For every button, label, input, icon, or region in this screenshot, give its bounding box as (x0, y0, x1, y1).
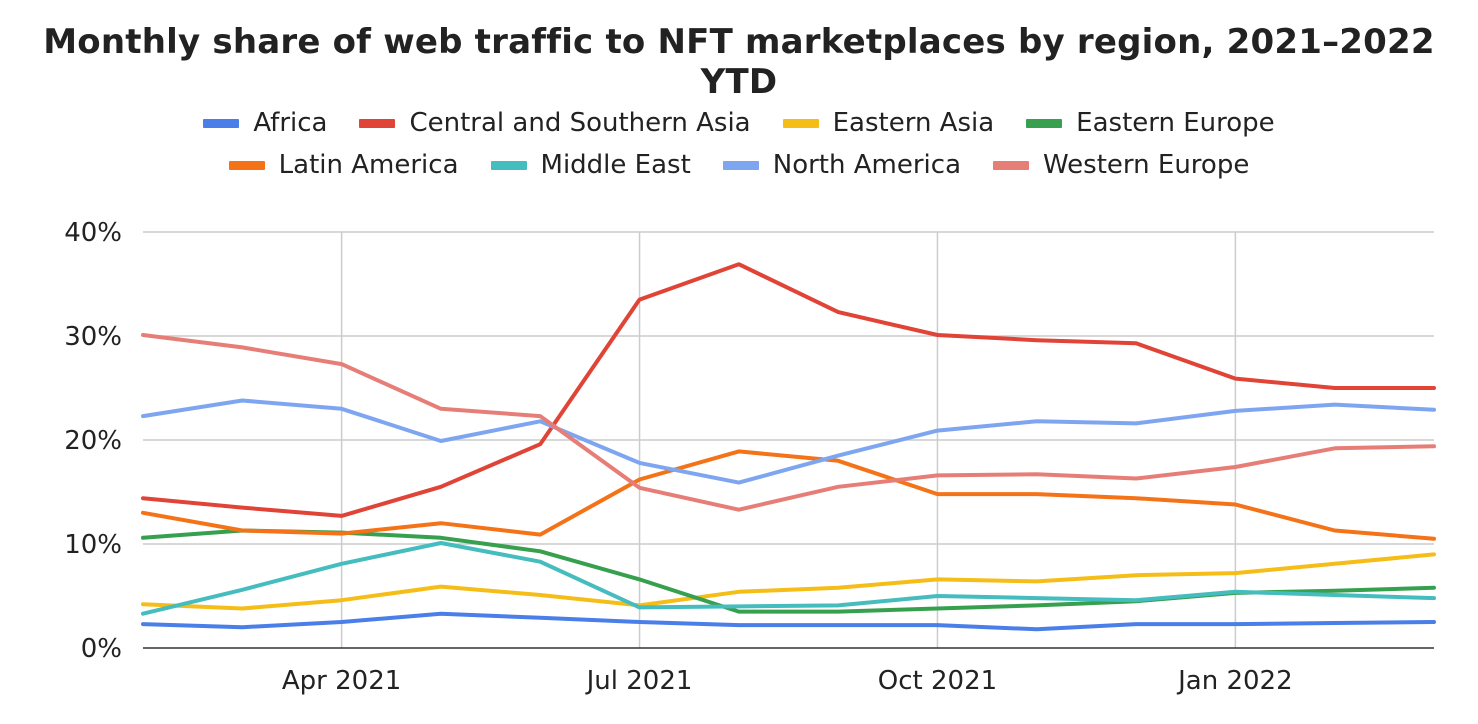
series-group (141, 262, 1436, 632)
legend-label: Eastern Europe (1076, 108, 1275, 138)
series-line-western-europe[interactable] (141, 333, 1436, 512)
legend-label: Western Europe (1043, 150, 1250, 180)
series-line-eastern-asia[interactable] (141, 552, 1436, 611)
legend-item-latin-america[interactable]: Latin America (228, 150, 459, 180)
series-line-north-america[interactable] (141, 398, 1436, 485)
grid (143, 231, 1434, 648)
legend-item-western-europe[interactable]: Western Europe (993, 150, 1249, 180)
series-line-middle-east[interactable] (141, 541, 1436, 616)
y-tick-label: 20% (64, 426, 122, 456)
legend-row-1: Africa Central and Southern Asia Eastern… (0, 108, 1478, 138)
legend-label: Africa (253, 108, 328, 138)
legend-swatch (782, 118, 819, 128)
legend-label: Middle East (540, 150, 691, 180)
legend-row-2: Latin America Middle East North America … (0, 150, 1478, 180)
x-tick-label: Oct 2021 (878, 666, 997, 696)
legend-item-central-southern-asia[interactable]: Central and Southern Asia (359, 108, 751, 138)
y-tick-label: 10% (64, 530, 122, 560)
x-tick-label: Jan 2022 (1176, 666, 1293, 696)
x-tick-label: Jul 2021 (585, 666, 693, 696)
legend-swatch (490, 160, 527, 170)
legend-swatch (722, 160, 759, 170)
x-tick-label: Apr 2021 (282, 666, 401, 696)
legend-item-africa[interactable]: Africa (203, 108, 327, 138)
legend-label: Eastern Asia (832, 108, 995, 138)
chart-title: Monthly share of web traffic to NFT mark… (43, 22, 1435, 102)
legend-swatch (1026, 118, 1063, 128)
series-line-africa[interactable] (141, 611, 1436, 632)
legend-item-middle-east[interactable]: Middle East (490, 150, 691, 180)
legend-swatch (228, 160, 265, 170)
y-tick-label: 30% (64, 322, 122, 352)
legend-swatch (203, 118, 240, 128)
legend-item-eastern-europe[interactable]: Eastern Europe (1026, 108, 1275, 138)
series-line-central-and-southern-asia[interactable] (141, 262, 1436, 518)
legend-label: Latin America (278, 150, 459, 180)
legend-item-eastern-asia[interactable]: Eastern Asia (782, 108, 995, 138)
legend-label: North America (772, 150, 961, 180)
y-axis: 0% 10% 20% 30% 40% (64, 218, 122, 664)
y-tick-label: 0% (81, 634, 122, 664)
y-tick-label: 40% (64, 218, 122, 248)
legend-swatch (993, 160, 1029, 170)
legend-label: Central and Southern Asia (409, 108, 751, 138)
legend-item-north-america[interactable]: North America (722, 150, 961, 180)
legend-swatch (359, 118, 396, 128)
series-line-latin-america[interactable] (141, 449, 1436, 541)
x-axis: Apr 2021 Jul 2021 Oct 2021 Jan 2022 (143, 647, 1434, 696)
